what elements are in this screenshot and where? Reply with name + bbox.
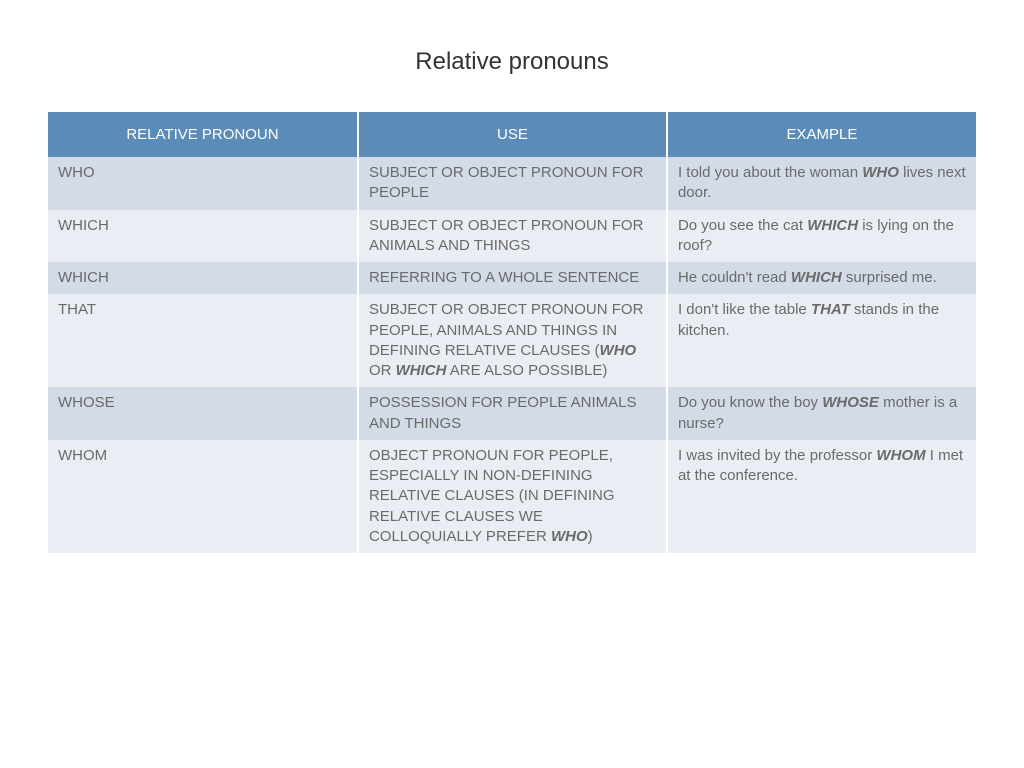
cell-use: subject or object pronoun for people, an…: [358, 294, 667, 387]
cell-pronoun: which: [48, 262, 358, 294]
cell-example: He couldn't read which surprised me.: [667, 262, 976, 294]
cell-pronoun: whom: [48, 440, 358, 553]
pronouns-table: relative pronoun use example whosubject …: [48, 112, 976, 553]
page-title: Relative pronouns: [48, 48, 976, 76]
table-row: whosubject or object pronoun for peopleI…: [48, 157, 976, 210]
table-header-row: relative pronoun use example: [48, 112, 976, 157]
header-relative-pronoun: relative pronoun: [48, 112, 358, 157]
cell-example: Do you know the boy whose mother is a nu…: [667, 387, 976, 440]
cell-example: I told you about the woman who lives nex…: [667, 157, 976, 210]
cell-pronoun: that: [48, 294, 358, 387]
cell-example: I was invited by the professor whom I me…: [667, 440, 976, 553]
cell-use: subject or object pronoun for animals an…: [358, 210, 667, 263]
cell-pronoun: whose: [48, 387, 358, 440]
table-row: whichreferring to a whole sentenceHe cou…: [48, 262, 976, 294]
cell-pronoun: which: [48, 210, 358, 263]
cell-use: subject or object pronoun for people: [358, 157, 667, 210]
cell-use: possession for people animals and things: [358, 387, 667, 440]
cell-pronoun: who: [48, 157, 358, 210]
cell-example: I don't like the table that stands in th…: [667, 294, 976, 387]
table-row: whomobject pronoun for people, especiall…: [48, 440, 976, 553]
table-row: thatsubject or object pronoun for people…: [48, 294, 976, 387]
header-use: use: [358, 112, 667, 157]
cell-example: Do you see the cat which is lying on the…: [667, 210, 976, 263]
cell-use: object pronoun for people, especially in…: [358, 440, 667, 553]
header-example: example: [667, 112, 976, 157]
table-row: whosepossession for people animals and t…: [48, 387, 976, 440]
table-row: whichsubject or object pronoun for anima…: [48, 210, 976, 263]
cell-use: referring to a whole sentence: [358, 262, 667, 294]
